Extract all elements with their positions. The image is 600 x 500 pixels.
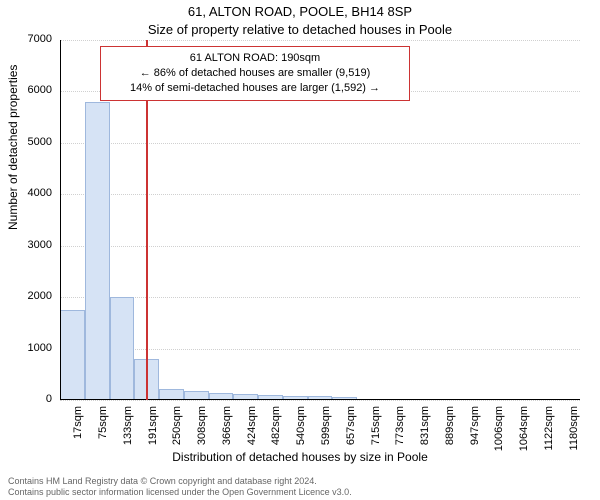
y-tick-label: 1000 (0, 342, 52, 354)
x-tick-label: 1180sqm (568, 406, 580, 456)
footer-line2: Contains public sector information licen… (8, 487, 352, 498)
gridline (60, 194, 580, 195)
x-tick-label: 75sqm (97, 406, 109, 456)
x-tick-label: 250sqm (171, 406, 183, 456)
x-tick-label: 715sqm (370, 406, 382, 456)
x-tick-label: 191sqm (147, 406, 159, 456)
x-tick-label: 947sqm (469, 406, 481, 456)
x-axis-line (60, 399, 580, 400)
chart-container: 61, ALTON ROAD, POOLE, BH14 8SP Size of … (0, 0, 600, 500)
y-tick-label: 5000 (0, 136, 52, 148)
gridline (60, 349, 580, 350)
gridline (60, 246, 580, 247)
x-tick-label: 308sqm (196, 406, 208, 456)
gridline (60, 40, 580, 41)
infobox-line2: ← 86% of detached houses are smaller (9,… (109, 66, 401, 81)
property-infobox: 61 ALTON ROAD: 190sqm← 86% of detached h… (100, 46, 410, 101)
x-tick-label: 889sqm (444, 406, 456, 456)
x-tick-label: 831sqm (419, 406, 431, 456)
histogram-bar (85, 102, 110, 400)
chart-title-line2: Size of property relative to detached ho… (0, 22, 600, 37)
footer-attribution: Contains HM Land Registry data © Crown c… (8, 476, 352, 499)
footer-line1: Contains HM Land Registry data © Crown c… (8, 476, 352, 487)
gridline (60, 143, 580, 144)
x-tick-label: 366sqm (221, 406, 233, 456)
x-tick-label: 1064sqm (518, 406, 530, 456)
gridline (60, 400, 580, 401)
x-tick-label: 773sqm (394, 406, 406, 456)
y-tick-label: 2000 (0, 290, 52, 302)
gridline (60, 297, 580, 298)
x-tick-label: 133sqm (122, 406, 134, 456)
x-tick-label: 657sqm (345, 406, 357, 456)
chart-title-line1: 61, ALTON ROAD, POOLE, BH14 8SP (0, 4, 600, 19)
y-tick-label: 7000 (0, 33, 52, 45)
y-tick-label: 4000 (0, 187, 52, 199)
x-tick-label: 424sqm (246, 406, 258, 456)
infobox-line3: 14% of semi-detached houses are larger (… (109, 81, 401, 96)
x-tick-label: 599sqm (320, 406, 332, 456)
y-tick-label: 6000 (0, 84, 52, 96)
x-tick-label: 1122sqm (543, 406, 555, 456)
x-tick-label: 17sqm (72, 406, 84, 456)
y-axis-line (60, 40, 61, 400)
x-tick-label: 540sqm (295, 406, 307, 456)
histogram-bar (60, 310, 85, 400)
histogram-bar (110, 297, 135, 400)
y-tick-label: 3000 (0, 239, 52, 251)
infobox-line1: 61 ALTON ROAD: 190sqm (109, 51, 401, 66)
x-tick-label: 482sqm (270, 406, 282, 456)
y-tick-label: 0 (0, 393, 52, 405)
x-tick-label: 1006sqm (493, 406, 505, 456)
